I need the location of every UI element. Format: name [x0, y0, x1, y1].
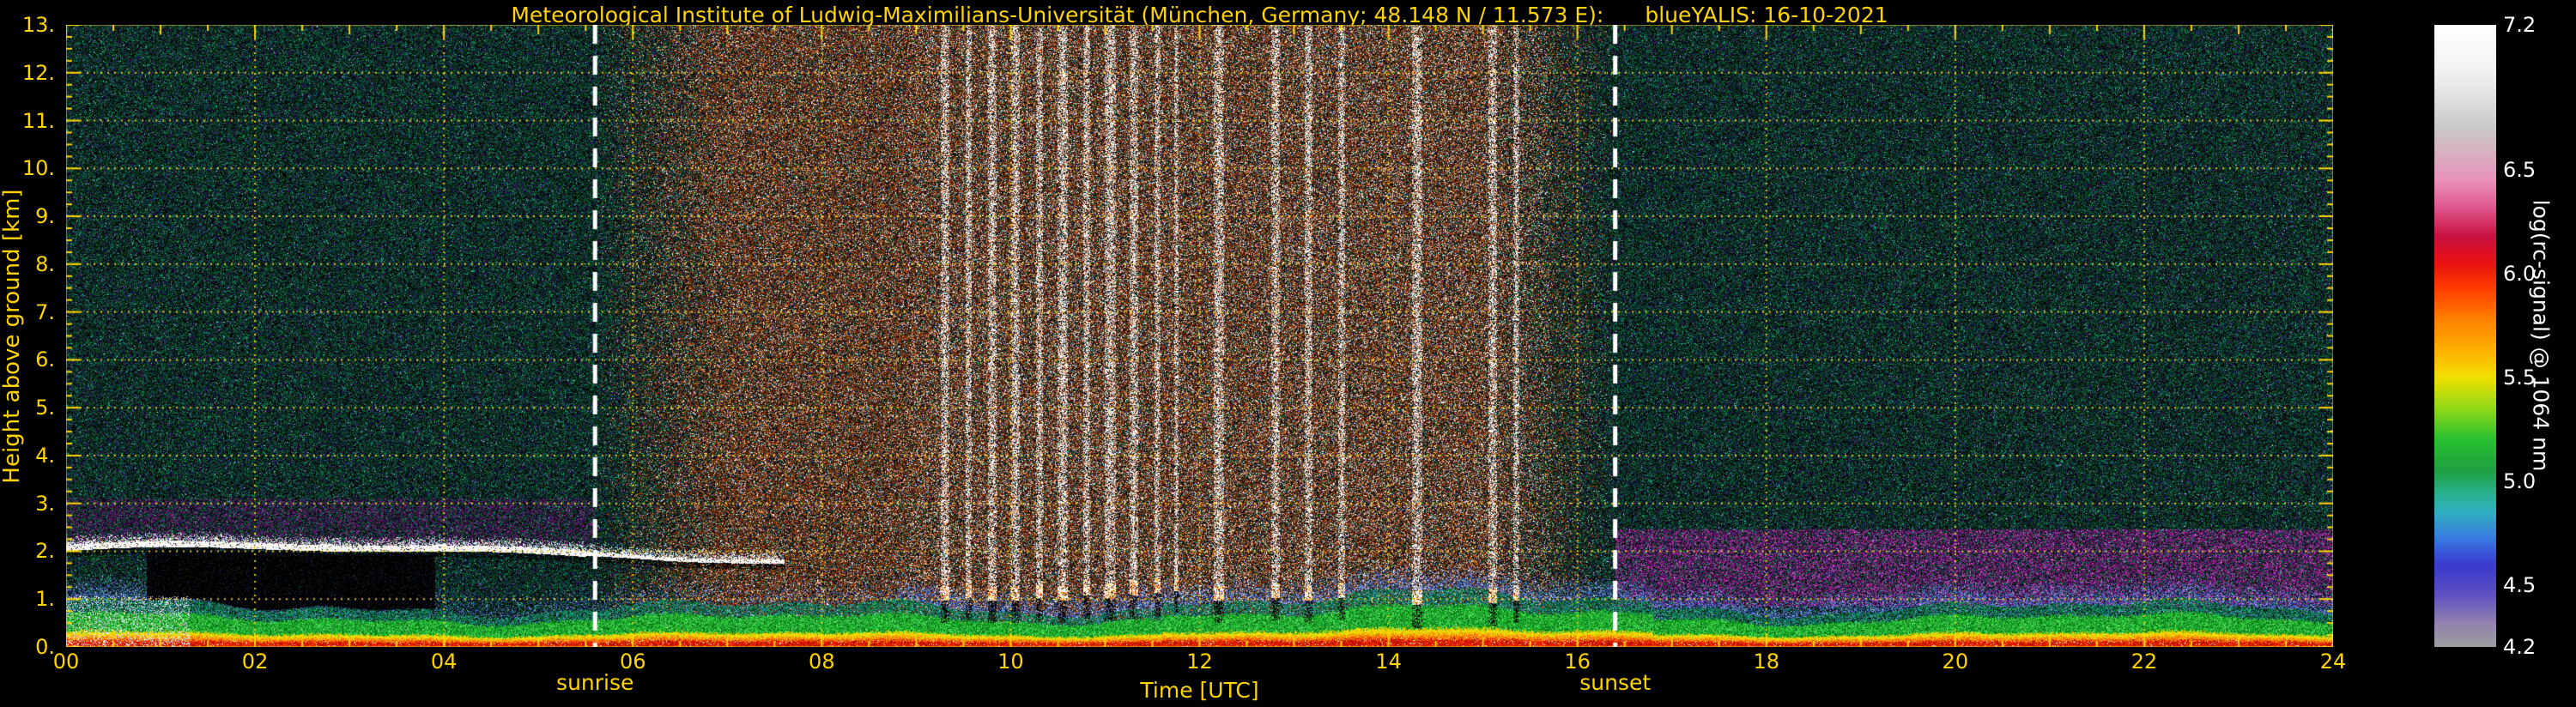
- sunrise-label: sunrise: [556, 670, 633, 695]
- y-tick-label: 7.: [0, 300, 55, 324]
- colorbar-title: log(rc-signal) @ 1064 nm: [2529, 200, 2554, 472]
- colorbar-tick-label: 5.0: [2503, 469, 2536, 493]
- colorbar-tick-label: 6.5: [2503, 158, 2536, 182]
- x-tick-label: 18: [1753, 650, 1779, 674]
- x-tick-label: 22: [2131, 650, 2158, 674]
- colorbar-tick-label: 7.2: [2503, 13, 2536, 37]
- x-tick-label: 02: [242, 650, 269, 674]
- x-tick-label: 12: [1186, 650, 1213, 674]
- x-tick-label: 04: [431, 650, 458, 674]
- y-tick-label: 12.: [0, 61, 55, 85]
- title-row: Meteorological Institute of Ludwig-Maxim…: [66, 3, 2333, 27]
- y-tick-label: 4.: [0, 444, 55, 468]
- sunset-label: sunset: [1579, 670, 1651, 695]
- x-axis-title: Time [UTC]: [66, 678, 2333, 703]
- y-tick-label: 10.: [0, 156, 55, 180]
- colorbar: [2434, 25, 2496, 647]
- x-tick-label: 20: [1943, 650, 1969, 674]
- lidar-quicklook: Meteorological Institute of Ludwig-Maxim…: [0, 0, 2576, 707]
- y-tick-label: 8.: [0, 252, 55, 276]
- y-axis-title: Height above ground [km]: [0, 189, 25, 483]
- y-tick-label: 2.: [0, 539, 55, 563]
- y-tick-label: 6.: [0, 347, 55, 372]
- y-tick-label: 13.: [0, 13, 55, 37]
- y-tick-label: 0.: [0, 635, 55, 659]
- dataset-label: blueYALIS: 16-10-2021: [1645, 3, 1888, 27]
- y-tick-label: 5.: [0, 396, 55, 420]
- plot-title: Meteorological Institute of Ludwig-Maxim…: [511, 3, 1603, 27]
- x-tick-label: 10: [997, 650, 1024, 674]
- y-tick-label: 1.: [0, 587, 55, 611]
- colorbar-tick-label: 4.2: [2503, 635, 2536, 659]
- x-tick-label: 00: [53, 650, 80, 674]
- y-tick-label: 11.: [0, 109, 55, 133]
- x-tick-label: 14: [1375, 650, 1402, 674]
- x-tick-label: 08: [809, 650, 835, 674]
- heatmap-canvas: [66, 25, 2333, 647]
- x-tick-label: 24: [2320, 650, 2347, 674]
- y-tick-label: 9.: [0, 204, 55, 228]
- plot-area: [66, 25, 2333, 647]
- colorbar-tick-label: 4.5: [2503, 573, 2536, 597]
- y-tick-label: 3.: [0, 492, 55, 516]
